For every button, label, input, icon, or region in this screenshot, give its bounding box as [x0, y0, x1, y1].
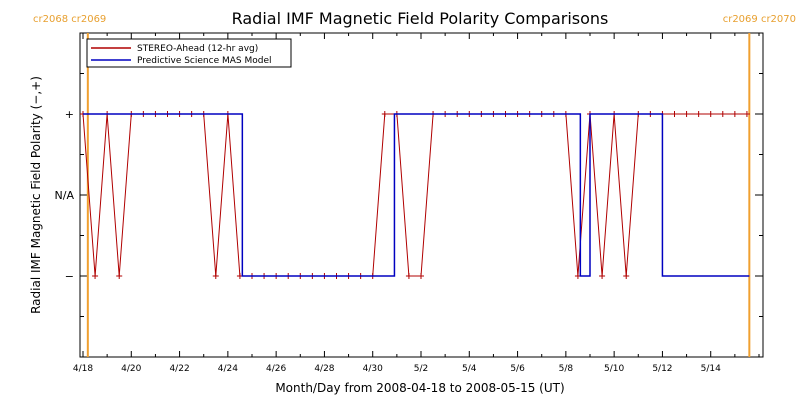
series-point-stereo [599, 273, 606, 279]
series-point-stereo [707, 111, 714, 117]
carrington-label: cr2068 cr2069 [33, 14, 106, 25]
y-tick-label: + [65, 108, 74, 121]
legend-label-stereo: STEREO-Ahead (12-hr avg) [137, 44, 258, 54]
y-tick-label: − [65, 270, 74, 283]
legend-box [86, 38, 292, 68]
carrington-label: cr2069 cr2070 [723, 14, 796, 25]
x-tick-label: 4/20 [121, 364, 141, 374]
series-point-stereo [212, 273, 219, 279]
series-point-stereo [418, 273, 424, 279]
x-tick-label: 5/14 [701, 364, 721, 374]
y-axis-ticks: + N/A − [55, 32, 763, 358]
x-tick-label: 5/4 [462, 364, 477, 374]
x-tick-label: 4/30 [363, 364, 383, 374]
series-line-mas [83, 113, 750, 277]
series-point-stereo [405, 273, 412, 279]
series-group [80, 111, 750, 279]
series-point-stereo [683, 111, 690, 117]
x-tick-label: 4/22 [169, 364, 189, 374]
y-axis-label: Radial IMF Magnetic Field Polarity (−,+) [29, 76, 43, 314]
series-point-stereo [623, 273, 630, 279]
x-axis-label: Month/Day from 2008-04-18 to 2008-05-15 … [275, 381, 564, 395]
x-tick-label: 5/10 [604, 364, 624, 374]
x-tick-label: 4/26 [266, 364, 286, 374]
x-tick-label: 5/12 [652, 364, 672, 374]
series-point-stereo [719, 111, 726, 117]
legend: STEREO-Ahead (12-hr avg) Predictive Scie… [86, 38, 292, 68]
x-tick-label: 4/24 [218, 364, 238, 374]
x-axis-ticks: 4/18 4/20 4/22 4/24 4/26 4/28 4/30 5/2 5/4 5/6 5/8… [73, 33, 760, 374]
series-point-stereo [116, 273, 123, 279]
series-point-stereo [695, 111, 702, 117]
series-point-stereo [92, 273, 99, 279]
y-tick-label: N/A [55, 189, 75, 202]
series-line-stereo [82, 113, 747, 277]
x-tick-label: 5/6 [510, 364, 525, 374]
carrington-markers: cr2068 cr2069 cr2069 cr2070 [33, 14, 796, 357]
legend-label-mas: Predictive Science MAS Model [137, 56, 272, 66]
x-tick-label: 4/18 [73, 364, 93, 374]
x-tick-label: 5/2 [414, 364, 428, 374]
plot-frame [79, 32, 764, 358]
series-point-stereo [731, 111, 738, 117]
series-point-stereo [743, 111, 750, 117]
x-tick-label: 5/8 [559, 364, 574, 374]
chart-title: Radial IMF Magnetic Field Polarity Compa… [232, 9, 609, 28]
series-point-stereo [381, 111, 388, 117]
series-point-stereo [671, 111, 678, 117]
x-tick-label: 4/28 [314, 364, 334, 374]
